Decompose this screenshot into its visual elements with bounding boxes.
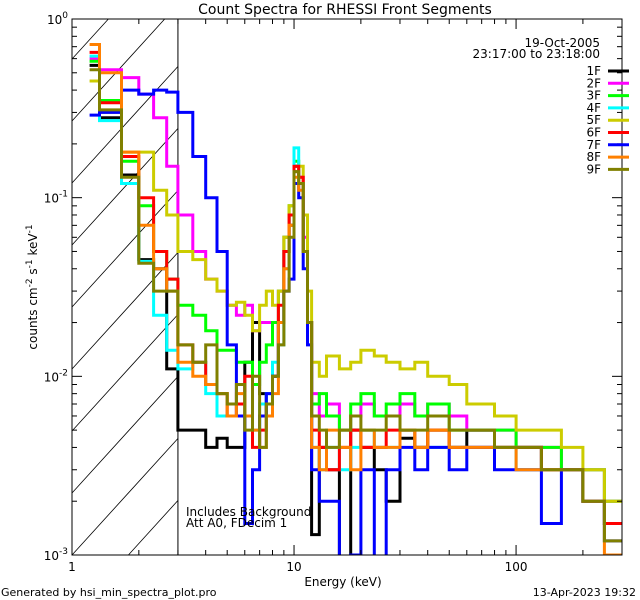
hatch-line — [128, 500, 179, 556]
y-tick-label-base: 10 — [44, 192, 59, 206]
legend-time-range: 23:17:00 to 23:18:00 — [473, 47, 600, 61]
legend-label: 6F — [586, 126, 601, 140]
hatch-line — [71, 252, 179, 370]
hatch-line — [71, 128, 179, 246]
legend-label: 9F — [586, 162, 601, 176]
hatch-line — [71, 314, 179, 432]
y-tick-label-exponent: -3 — [59, 547, 68, 557]
legend-label: 8F — [586, 150, 601, 164]
footer-timestamp: 13-Apr-2023 19:32 — [533, 586, 636, 599]
legend-label: 3F — [586, 89, 601, 103]
y-tick-label-exponent: -2 — [59, 368, 68, 378]
x-tick-label: 100 — [505, 560, 528, 574]
legend-label: 4F — [586, 101, 601, 115]
hatch-line — [71, 190, 179, 308]
annotation-background: Includes Background — [186, 505, 311, 519]
y-tick-label: 10-2 — [44, 368, 68, 384]
series-9F-line — [89, 68, 622, 543]
x-tick-label: 1 — [68, 560, 76, 574]
legend-label: 1F — [586, 64, 601, 78]
y-tick-label-base: 10 — [47, 13, 62, 27]
hatch-line — [71, 18, 109, 60]
plot-frame — [71, 18, 623, 556]
y-tick-label-base: 10 — [44, 370, 59, 384]
hatch-line — [71, 438, 179, 556]
chart-title: Count Spectra for RHESSI Front Segments — [198, 2, 492, 18]
hatch-line — [71, 376, 179, 494]
y-tick-label: 100 — [47, 11, 68, 27]
x-axis-label: Energy (keV) — [304, 575, 381, 589]
y-tick-label: 10-1 — [44, 190, 68, 206]
footer-generated-by: Generated by hsi_min_spectra_plot.pro — [1, 586, 217, 599]
y-tick-label-exponent: -1 — [59, 190, 68, 200]
y-tick-label-exponent: 0 — [62, 11, 68, 21]
legend-label: 7F — [586, 138, 601, 152]
legend-date: 19-Oct-2005 — [524, 36, 600, 50]
y-axis-label: counts cm-2 s-1 keV-1 — [25, 224, 40, 349]
y-tick-label: 10-3 — [44, 547, 68, 563]
annotation-attenuator: Att A0, FDecim 1 — [186, 516, 287, 530]
legend-label: 5F — [586, 113, 601, 127]
series-5F-line — [89, 79, 622, 503]
x-tick-label: 10 — [286, 560, 301, 574]
hatch-line — [71, 66, 179, 184]
y-tick-label-base: 10 — [44, 549, 59, 563]
legend-label: 2F — [586, 76, 601, 90]
